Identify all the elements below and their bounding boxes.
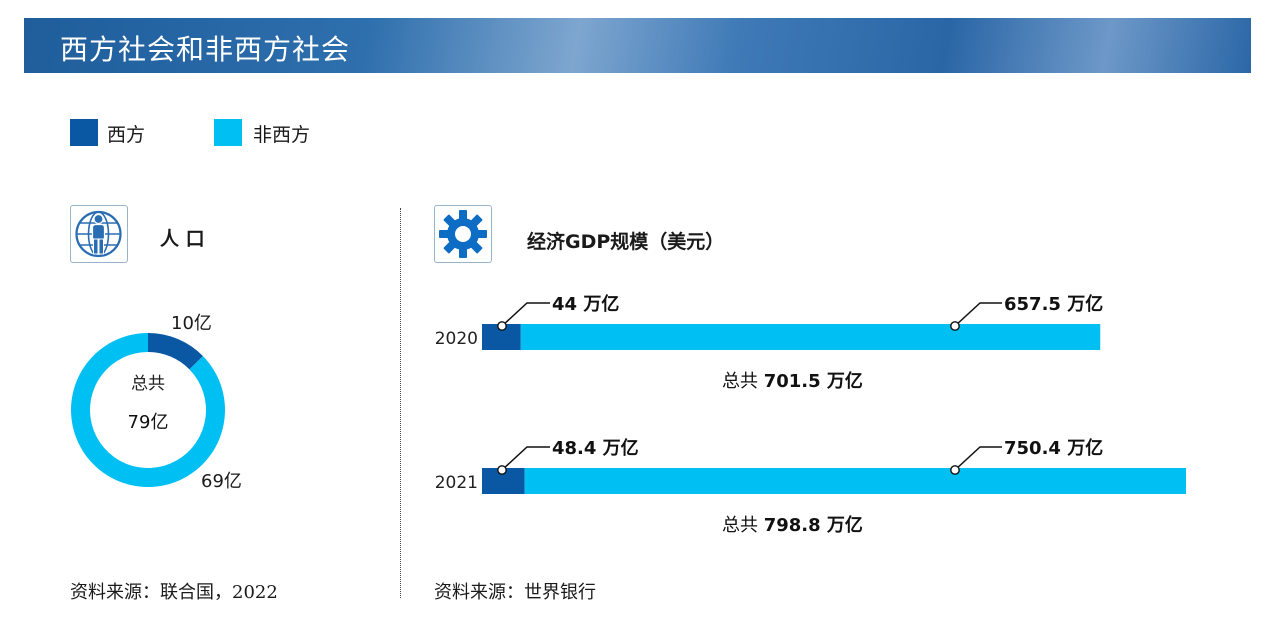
callout-dot-non-western-2020 bbox=[950, 321, 960, 331]
header-banner: 西方社会和非西方社会 bbox=[24, 18, 1251, 73]
donut-center-label: 总共 bbox=[131, 374, 165, 394]
callout-dot-western-2021 bbox=[497, 465, 507, 475]
total-label-2020: 总共 701.5 万亿 bbox=[722, 370, 863, 392]
population-source: 资料来源：联合国，2022 bbox=[70, 582, 278, 603]
bar-non-western-2021 bbox=[524, 468, 1186, 494]
legend-label-non-western: 非西方 bbox=[253, 124, 311, 146]
total-label-2021: 总共 798.8 万亿 bbox=[722, 514, 863, 536]
callout-line-non-western-2020 bbox=[954, 302, 1002, 327]
value-label-western-2021: 48.4 万亿 bbox=[552, 437, 639, 459]
callout-dot-western-2020 bbox=[497, 321, 507, 331]
callout-dot-non-western-2021 bbox=[950, 465, 960, 475]
population-title: 人 口 bbox=[160, 228, 205, 250]
bar-non-western-2020 bbox=[520, 324, 1101, 350]
gear-icon bbox=[434, 205, 492, 263]
section-divider bbox=[400, 208, 401, 598]
callout-line-western-2020 bbox=[501, 302, 550, 327]
page-title: 西方社会和非西方社会 bbox=[60, 33, 351, 66]
donut-slice-western bbox=[148, 333, 203, 370]
year-label-2021: 2021 bbox=[435, 473, 478, 493]
callout-line-non-western-2021 bbox=[954, 446, 1002, 471]
year-label-2020: 2020 bbox=[435, 329, 478, 349]
value-label-western-2020: 44 万亿 bbox=[552, 293, 619, 315]
legend-swatch-western bbox=[70, 119, 98, 146]
donut-label-non-western: 69亿 bbox=[201, 471, 242, 492]
donut-label-western: 10亿 bbox=[171, 313, 212, 334]
gdp-title: 经济GDP规模（美元） bbox=[527, 231, 725, 253]
legend-swatch-non-western bbox=[214, 119, 242, 146]
population-donut-chart: 总共 79亿 bbox=[71, 333, 225, 487]
globe-person-icon bbox=[70, 205, 128, 263]
legend-label-western: 西方 bbox=[107, 124, 146, 146]
gdp-source: 资料来源：世界银行 bbox=[434, 582, 596, 603]
value-label-non-western-2020: 657.5 万亿 bbox=[1004, 293, 1103, 315]
callout-line-western-2021 bbox=[501, 446, 550, 471]
value-label-non-western-2021: 750.4 万亿 bbox=[1004, 437, 1103, 459]
donut-center-value: 79亿 bbox=[128, 412, 169, 433]
